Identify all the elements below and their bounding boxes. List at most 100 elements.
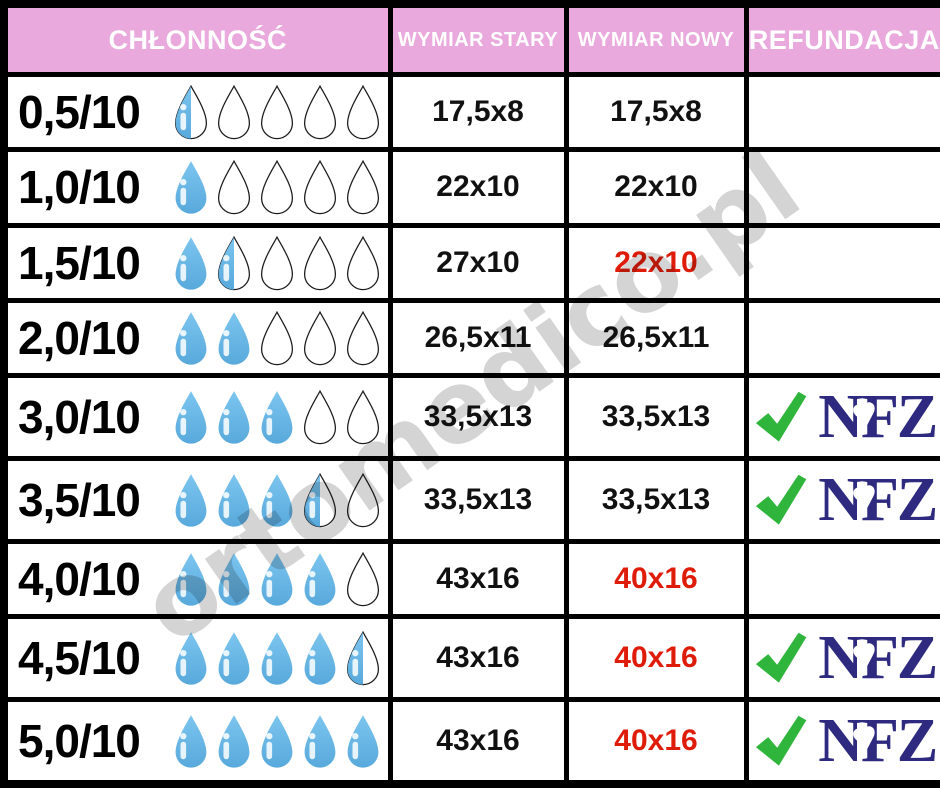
droplet-empty-icon [260, 84, 294, 140]
nfz-logo: NFZ ♥ [818, 465, 938, 534]
old-size-cell: 43x16 [387, 696, 569, 787]
table-row: 1,5/10 27x10 22x10 [1, 222, 940, 303]
column-header-chlonnosc: CHŁONNOŚĆ [1, 1, 393, 77]
absorbency-label: 3,5/10 [18, 473, 141, 526]
new-size-cell: 17,5x8 [563, 71, 749, 153]
nfz-logo-text: NFZ [818, 383, 938, 452]
droplet-empty-icon [346, 84, 380, 140]
absorbency-cell: 5,0/10 [1, 696, 393, 787]
new-size-cell: 33,5x13 [563, 456, 749, 544]
new-size-cell: 22x10 [563, 147, 749, 228]
absorbency-label: 0,5/10 [18, 86, 141, 139]
nfz-logo: NFZ ♥ [818, 627, 938, 689]
droplet-empty-icon [346, 235, 380, 291]
droplet-empty-icon [346, 160, 380, 215]
droplet-rating [170, 551, 384, 607]
droplet-full-icon [218, 553, 250, 606]
droplet-half-icon [303, 472, 337, 528]
droplet-rating [170, 630, 384, 686]
droplet-full-icon [304, 632, 336, 685]
droplet-full-icon [261, 553, 293, 606]
old-size-cell: 22x10 [387, 147, 569, 228]
refund-cell [743, 538, 940, 620]
nfz-logo-text: NFZ [818, 465, 938, 534]
droplet-rating [170, 472, 384, 528]
check-icon [756, 391, 807, 442]
droplet-full-icon [347, 715, 379, 768]
absorbency-label: 3,0/10 [18, 391, 141, 444]
absorbency-label: 5,0/10 [18, 714, 141, 767]
absorbency-cell: 0,5/10 [1, 71, 393, 153]
check-icon [756, 474, 807, 525]
droplet-rating [170, 310, 384, 366]
droplet-empty-icon [260, 310, 294, 366]
old-size-cell: 33,5x13 [387, 373, 569, 462]
table-row: 2,0/10 26,5x11 26,5x11 [1, 297, 940, 379]
droplet-full-icon [261, 632, 293, 685]
table-row: 4,0/10 43x16 40x16 [1, 538, 940, 620]
droplet-empty-icon [303, 310, 337, 366]
absorbency-label: 2,0/10 [18, 312, 141, 365]
droplet-rating [170, 84, 384, 140]
refund-cell: NFZ ♥ [743, 614, 940, 702]
droplet-half-icon [346, 630, 380, 686]
nfz-logo-text: NFZ [818, 706, 938, 775]
droplet-full-icon [218, 632, 250, 685]
refund-cell: NFZ ♥ [743, 456, 940, 544]
droplet-full-icon [304, 553, 336, 606]
column-header-refundacja: REFUNDACJA [743, 1, 940, 77]
new-size-cell: 40x16 [563, 696, 749, 787]
table-row: 0,5/10 17,5x8 17,5x8 [1, 71, 940, 153]
droplet-half-icon [174, 84, 208, 140]
absorbency-cell: 1,0/10 [1, 147, 393, 228]
droplet-full-icon [261, 715, 293, 768]
new-size-cell: 40x16 [563, 614, 749, 702]
droplet-empty-icon [260, 160, 294, 215]
new-size-cell: 40x16 [563, 538, 749, 620]
droplet-empty-icon [303, 235, 337, 291]
droplet-full-icon [175, 236, 207, 290]
absorbency-label: 1,5/10 [18, 236, 141, 289]
droplet-rating [170, 389, 384, 445]
droplet-empty-icon [346, 389, 380, 445]
table-row: 3,5/10 33,5x13 33,5x13 NFZ ♥ [1, 456, 940, 544]
column-header-wymiar-nowy: WYMIAR NOWY [563, 1, 749, 77]
refund-cell: NFZ ♥ [743, 373, 940, 462]
new-size-cell: 22x10 [563, 222, 749, 303]
droplet-full-icon [218, 474, 250, 527]
old-size-cell: 27x10 [387, 222, 569, 303]
old-size-cell: 17,5x8 [387, 71, 569, 153]
droplet-full-icon [261, 391, 293, 444]
droplet-empty-icon [303, 84, 337, 140]
droplet-full-icon [175, 715, 207, 768]
table-row: 1,0/10 22x10 22x10 [1, 147, 940, 228]
droplet-full-icon [175, 161, 207, 215]
table-row: 3,0/10 33,5x13 33,5x13 NFZ ♥ [1, 373, 940, 462]
table-row: 4,5/10 43x16 40x16 NFZ ♥ [1, 614, 940, 702]
droplet-empty-icon [346, 472, 380, 528]
old-size-cell: 43x16 [387, 614, 569, 702]
refund-cell: NFZ ♥ [743, 696, 940, 787]
absorbency-cell: 3,5/10 [1, 456, 393, 544]
droplet-full-icon [175, 312, 207, 365]
old-size-cell: 33,5x13 [387, 456, 569, 544]
check-icon [756, 632, 807, 683]
refund-cell [743, 147, 940, 228]
droplet-full-icon [218, 312, 250, 365]
droplet-full-icon [175, 474, 207, 527]
absorbency-label: 4,5/10 [18, 631, 141, 684]
new-size-cell: 33,5x13 [563, 373, 749, 462]
droplet-empty-icon [217, 84, 251, 140]
droplet-full-icon [304, 715, 336, 768]
header-row: CHŁONNOŚĆ WYMIAR STARY WYMIAR NOWY REFUN… [1, 1, 940, 77]
droplet-rating [170, 159, 384, 215]
refund-cell [743, 297, 940, 379]
absorbency-cell: 4,0/10 [1, 538, 393, 620]
absorbency-label: 1,0/10 [18, 161, 141, 214]
absorbency-cell: 4,5/10 [1, 614, 393, 702]
droplet-empty-icon [346, 310, 380, 366]
droplet-full-icon [218, 391, 250, 444]
nfz-logo: NFZ ♥ [818, 706, 938, 775]
